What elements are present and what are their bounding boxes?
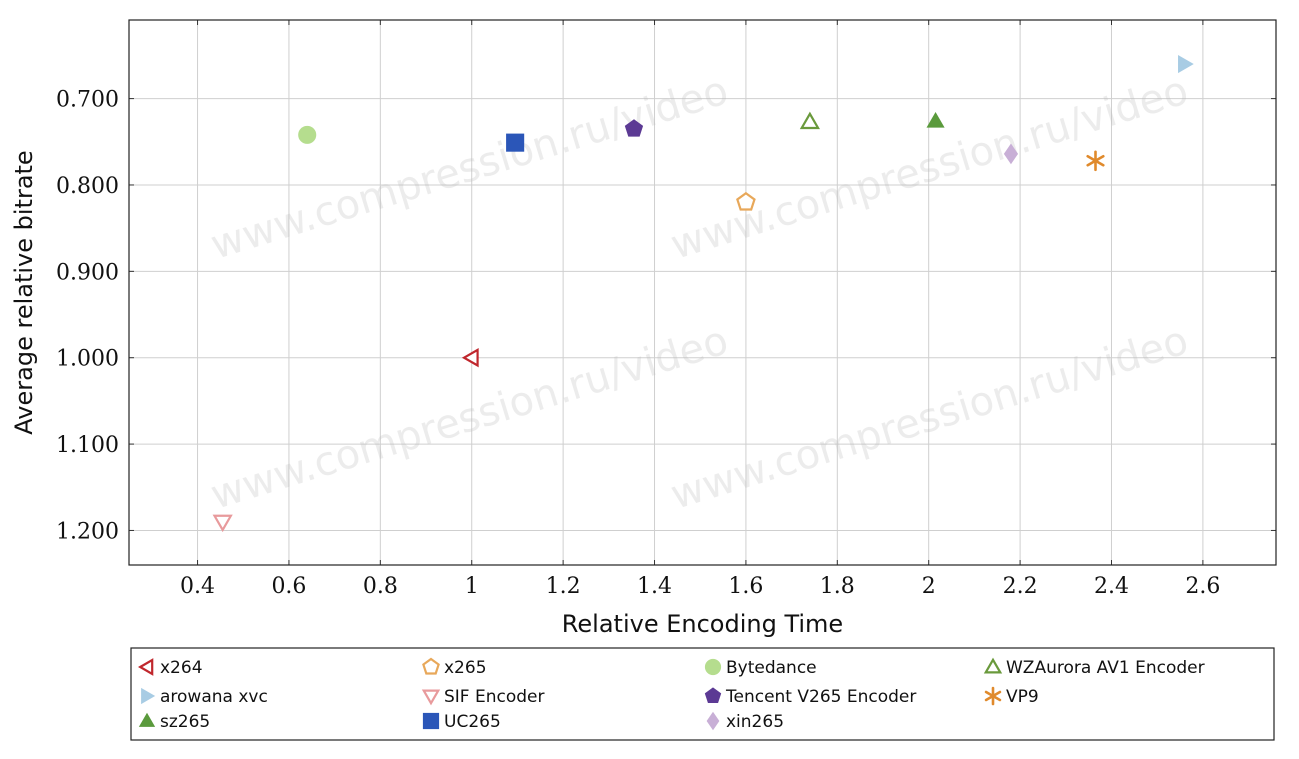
axes: 0.4 0.6 0.8 1 1.2 1.4 1.6 1.8 2 2.2 2.4 2.6 0.700 0.8… — [56, 20, 1276, 599]
legend-marker-x264 — [138, 658, 154, 676]
grid — [129, 20, 1276, 565]
legend: x264 x265 Bytedance WZAurora AV1 Encoder aro… — [130, 647, 1275, 741]
y-axis-title: Average relative bitrate — [10, 150, 38, 434]
x-tick-label: 2.6 — [1185, 574, 1220, 599]
legend-item-wzaurora-av1-encoder: WZAurora AV1 Encoder — [983, 657, 1205, 678]
legend-item-x264: x264 — [138, 658, 203, 678]
point-x264 — [461, 348, 479, 368]
point-sz265 — [926, 111, 945, 128]
legend-marker-uc265 — [422, 712, 440, 730]
point-xin265 — [1003, 143, 1019, 165]
y-tick-label: 1.200 — [56, 519, 119, 544]
data-points — [212, 55, 1194, 533]
legend-box — [130, 647, 1275, 741]
legend-label: x264 — [160, 658, 203, 678]
legend-item-tencent-v265-encoder: Tencent V265 Encoder — [704, 687, 916, 707]
point-tencent-v265-encoder — [624, 119, 644, 137]
point-bytedance — [298, 125, 317, 144]
x-tick-label: 0.4 — [180, 574, 215, 599]
legend-item-sz265: sz265 — [138, 712, 210, 732]
x-tick-label: 2 — [922, 574, 936, 599]
point-sif-encoder — [212, 514, 233, 533]
asterisk-stroke — [1086, 154, 1105, 167]
x-axis-title: Relative Encoding Time — [562, 610, 843, 638]
point-arowana-xvc — [1178, 55, 1194, 74]
x-tick-label: 1.2 — [546, 574, 581, 599]
point-x265 — [736, 191, 756, 211]
y-tick-label: 0.700 — [56, 88, 119, 113]
legend-label: Bytedance — [726, 658, 817, 678]
legend-marker-vp9 — [984, 686, 1002, 706]
legend-label: Tencent V265 Encoder — [725, 687, 916, 707]
legend-marker-arowana-xvc — [141, 687, 156, 705]
legend-marker-xin265 — [706, 711, 720, 731]
legend-marker-tencent-v265-encoder — [704, 687, 722, 703]
legend-item-xin265: xin265 — [706, 711, 784, 732]
legend-marker-sz265 — [138, 712, 156, 727]
legend-marker-bytedance — [704, 658, 722, 676]
plot-frame — [128, 19, 1277, 566]
x-tick-label: 1 — [465, 574, 479, 599]
point-vp9 — [1086, 150, 1105, 172]
legend-label: SIF Encoder — [444, 687, 545, 707]
x-tick-label: 1.8 — [820, 574, 855, 599]
y-tick-label: 1.100 — [56, 433, 119, 458]
legend-label: xin265 — [726, 712, 784, 732]
legend-item-arowana-xvc: arowana xvc — [141, 687, 268, 707]
x-tick-label: 0.8 — [363, 574, 398, 599]
legend-label: arowana xvc — [160, 687, 268, 707]
legend-marker-wzaurora-av1-encoder — [983, 657, 1003, 674]
legend-item-x265: x265 — [422, 657, 487, 678]
legend-marker-x265 — [422, 657, 440, 675]
legend-label: WZAurora AV1 Encoder — [1006, 658, 1205, 678]
point-wzaurora-av1-encoder — [799, 111, 820, 130]
legend-label: x265 — [444, 658, 487, 678]
point-uc265 — [506, 133, 525, 152]
x-tick-label: 0.6 — [271, 574, 306, 599]
x-tick-label: 2.2 — [1003, 574, 1038, 599]
y-tick-label: 1.000 — [56, 347, 119, 372]
asterisk-stroke — [984, 690, 1002, 702]
y-tick-label: 0.900 — [56, 260, 119, 285]
y-tick-label: 0.800 — [56, 174, 119, 199]
legend-label: UC265 — [444, 712, 501, 732]
legend-item-uc265: UC265 — [422, 712, 501, 732]
x-tick-label: 1.4 — [637, 574, 672, 599]
legend-item-bytedance: Bytedance — [704, 658, 817, 678]
legend-label: sz265 — [160, 712, 210, 732]
legend-item-vp9: VP9 — [984, 686, 1039, 707]
x-tick-label: 1.6 — [728, 574, 763, 599]
legend-label: VP9 — [1006, 687, 1039, 707]
legend-item-sif-encoder: SIF Encoder — [421, 687, 545, 707]
legend-marker-sif-encoder — [421, 689, 441, 706]
x-tick-label: 2.4 — [1094, 574, 1129, 599]
plot-area — [129, 20, 1276, 565]
